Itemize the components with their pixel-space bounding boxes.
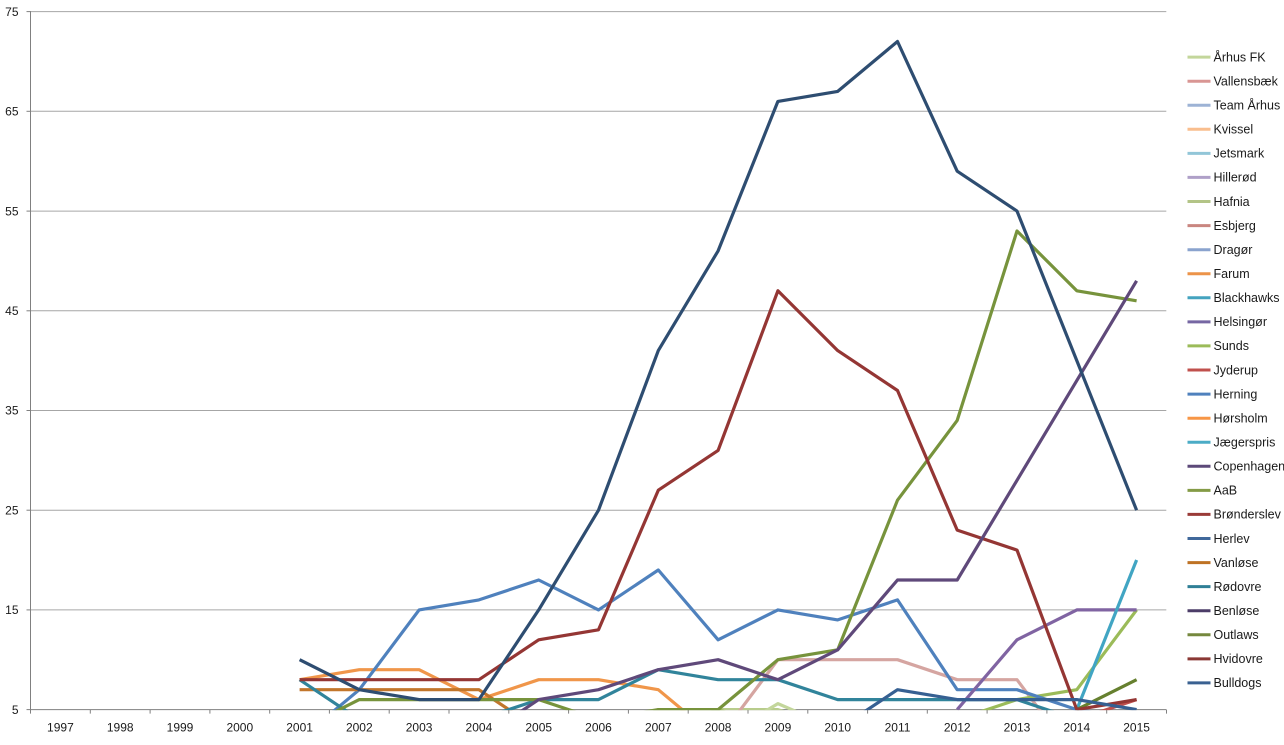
svg-text:Herlev: Herlev (1214, 532, 1251, 546)
svg-text:Hillerød: Hillerød (1214, 171, 1257, 185)
svg-text:Herning: Herning (1214, 387, 1258, 401)
svg-text:Rødovre: Rødovre (1214, 580, 1262, 594)
svg-text:Blackhawks: Blackhawks (1214, 291, 1280, 305)
svg-text:Helsingør: Helsingør (1214, 315, 1268, 329)
svg-text:2010: 2010 (824, 721, 851, 735)
svg-text:2014: 2014 (1063, 721, 1090, 735)
svg-text:2003: 2003 (406, 721, 433, 735)
svg-text:Esbjerg: Esbjerg (1214, 219, 1256, 233)
svg-text:2005: 2005 (525, 721, 552, 735)
svg-text:Dragør: Dragør (1214, 243, 1253, 257)
svg-text:5: 5 (12, 703, 19, 717)
svg-text:2002: 2002 (346, 721, 373, 735)
svg-text:55: 55 (5, 204, 19, 218)
svg-text:Sunds: Sunds (1214, 339, 1249, 353)
svg-text:Århus FK: Århus FK (1214, 49, 1267, 64)
svg-text:Jyderup: Jyderup (1214, 363, 1259, 377)
svg-text:25: 25 (5, 503, 19, 517)
svg-text:Hørsholm: Hørsholm (1214, 412, 1268, 426)
svg-text:2007: 2007 (645, 721, 672, 735)
svg-text:Farum: Farum (1214, 267, 1250, 281)
svg-text:2011: 2011 (885, 721, 911, 735)
svg-text:Bulldogs: Bulldogs (1214, 676, 1262, 690)
svg-text:45: 45 (5, 304, 19, 318)
svg-text:2013: 2013 (1004, 721, 1031, 735)
svg-text:1998: 1998 (107, 721, 134, 735)
svg-text:35: 35 (5, 404, 19, 418)
svg-text:Kvissel: Kvissel (1214, 123, 1254, 137)
svg-text:2012: 2012 (944, 721, 971, 735)
svg-text:2009: 2009 (765, 721, 792, 735)
svg-text:1999: 1999 (167, 721, 194, 735)
svg-text:Jetsmark: Jetsmark (1214, 147, 1265, 161)
svg-text:2006: 2006 (585, 721, 612, 735)
svg-text:1997: 1997 (47, 721, 74, 735)
svg-text:Team Århus: Team Århus (1214, 98, 1281, 113)
svg-text:2004: 2004 (466, 721, 493, 735)
svg-text:2001: 2001 (286, 721, 313, 735)
svg-text:65: 65 (5, 105, 19, 119)
svg-text:Hvidovre: Hvidovre (1214, 652, 1263, 666)
svg-text:Outlaws: Outlaws (1214, 628, 1259, 642)
svg-text:Benløse: Benløse (1214, 604, 1260, 618)
svg-text:2000: 2000 (226, 721, 253, 735)
svg-text:Vanløse: Vanløse (1214, 556, 1259, 570)
svg-text:75: 75 (5, 5, 19, 19)
svg-text:15: 15 (5, 603, 19, 617)
svg-text:Jægerspris: Jægerspris (1214, 436, 1276, 450)
svg-text:Copenhagen: Copenhagen (1214, 460, 1284, 474)
svg-text:2015: 2015 (1123, 721, 1150, 735)
svg-text:Vallensbæk: Vallensbæk (1214, 75, 1279, 89)
svg-text:Hafnia: Hafnia (1214, 195, 1250, 209)
svg-text:AaB: AaB (1214, 484, 1238, 498)
svg-text:Brønderslev: Brønderslev (1214, 508, 1282, 522)
svg-text:2008: 2008 (705, 721, 732, 735)
